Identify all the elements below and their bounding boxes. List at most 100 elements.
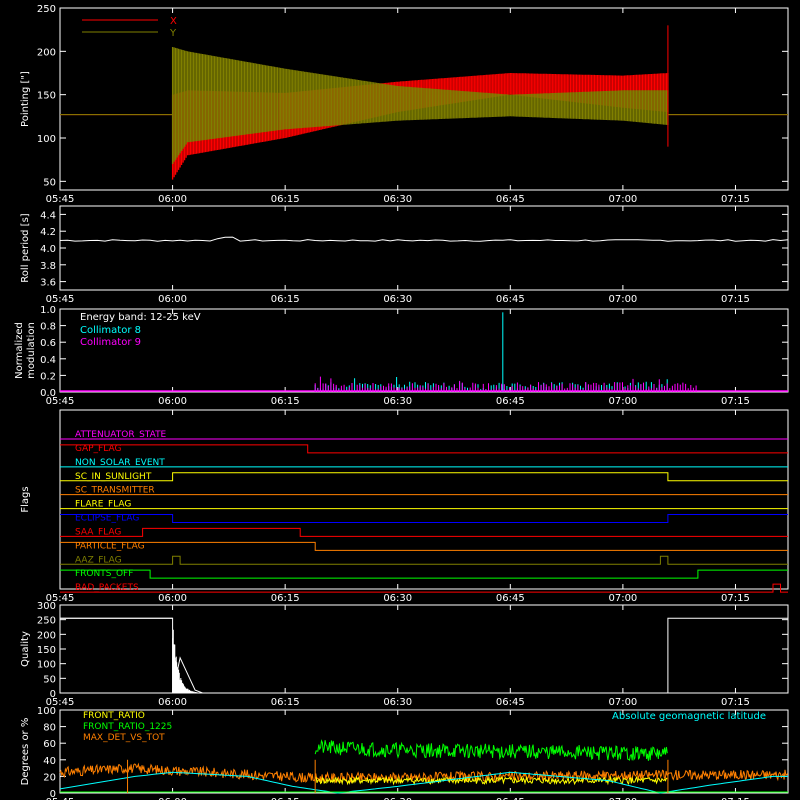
flag-line — [60, 569, 788, 579]
x-tick-label: 06:30 — [383, 194, 412, 205]
x-tick-label: 06:00 — [158, 194, 187, 205]
x-tick-label: 07:15 — [721, 797, 750, 800]
legend-label-Y: Y — [169, 28, 177, 39]
series-Collimator-9-bars — [314, 376, 697, 392]
panel-2: 05:45 06:00 06:15 06:30 06:45 07:00 07:15 3.6 3.… — [20, 205, 789, 305]
flag-sc-in-sunlight: SC_IN_SUNLIGHT — [60, 472, 788, 482]
flag-bad-packets: BAD_PACKETS — [60, 583, 788, 593]
y-tick-label: 300 — [37, 601, 56, 612]
x-tick-label: 06:30 — [383, 396, 412, 407]
x-tick-label: 05:45 — [46, 396, 75, 407]
flag-line — [60, 472, 788, 482]
x-tick-label: 05:45 — [46, 697, 75, 708]
x-tick-label: 06:00 — [158, 697, 187, 708]
series-front_ratio_1225 — [314, 739, 668, 761]
flag-line — [60, 527, 788, 537]
flag-aaz-flag: AAZ_FLAG — [60, 555, 788, 565]
y-tick-label: 0.2 — [40, 371, 56, 382]
series-front_ratio — [314, 775, 668, 786]
x-tick-label: 07:15 — [721, 396, 750, 407]
y-tick-label: 4.4 — [40, 210, 56, 221]
x-tick-label: 07:00 — [608, 797, 637, 800]
x-tick-label: 05:45 — [46, 593, 75, 604]
x-tick-label: 07:00 — [608, 194, 637, 205]
legend: FRONT_RATIOFRONT_RATIO_1225MAX_DET_VS_TO… — [83, 711, 172, 743]
y-tick-label: 250 — [37, 4, 56, 15]
panel-3: 05:45 06:00 06:15 06:30 06:45 07:00 07:15 0.0 0.… — [14, 305, 789, 407]
x-tick-label: 05:45 — [46, 797, 75, 800]
flag-gap-flag: GAP_FLAG — [60, 444, 788, 454]
plot-frame — [59, 709, 789, 794]
flag-flare-flag: FLARE_FLAG — [60, 500, 788, 510]
flag-attenuator-state: ATTENUATOR_STATE — [60, 430, 788, 440]
x-tick-label: 06:45 — [496, 593, 525, 604]
y-tick-label: 3.6 — [40, 278, 56, 289]
y-axis-label: Flags — [20, 486, 31, 512]
y-tick-label: 0 — [50, 689, 56, 700]
y-tick-label: 1.0 — [40, 305, 56, 316]
latitude-annotation: Absolute geomagnetic latitude — [612, 711, 766, 722]
flag-label: BAD_PACKETS — [75, 583, 139, 593]
y-axis-label: Normalized — [14, 322, 25, 379]
flag-label: ECLIPSE_FLAG — [75, 514, 139, 524]
x-tick-label: 06:30 — [383, 294, 412, 305]
x-tick-label: 05:45 — [46, 194, 75, 205]
flag-label: PARTICLE_FLAG — [75, 541, 145, 551]
flag-line — [60, 583, 788, 593]
y-tick-label: 100 — [37, 134, 56, 145]
y-tick-label: 100 — [37, 706, 56, 717]
x-tick-label: 06:15 — [271, 396, 300, 407]
y-tick-label: 60 — [43, 739, 56, 750]
x-tick-label: 06:00 — [158, 797, 187, 800]
flag-label: SC_IN_SUNLIGHT — [75, 472, 152, 482]
y-tick-label: 50 — [43, 674, 56, 685]
y-tick-label: 150 — [37, 645, 56, 656]
flag-label: ATTENUATOR_STATE — [75, 430, 167, 440]
flag-eclipse-flag: ECLIPSE_FLAG — [60, 514, 788, 524]
y-tick-label: 0.8 — [40, 322, 56, 333]
plot-frame — [59, 205, 789, 291]
x-tick-label: 07:00 — [608, 593, 637, 604]
y-tick-label: 100 — [37, 660, 56, 671]
y-tick-label: 40 — [43, 756, 56, 767]
y-axis-label: Pointing ["] — [20, 71, 31, 127]
x-tick-label: 07:00 — [608, 294, 637, 305]
flag-line — [60, 555, 788, 565]
x-tick-label: 07:15 — [721, 697, 750, 708]
flag-line — [60, 514, 788, 523]
x-tick-label: 06:15 — [271, 797, 300, 800]
plot-frame — [59, 308, 789, 393]
flag-label: GAP_FLAG — [75, 444, 121, 454]
y-tick-label: 150 — [37, 91, 56, 102]
flag-line — [60, 444, 788, 454]
y-tick-label: 200 — [37, 47, 56, 58]
x-tick-label: 07:15 — [721, 294, 750, 305]
flag-non-solar-event: NON_SOLAR_EVENT — [60, 458, 788, 468]
x-tick-label: 06:30 — [383, 593, 412, 604]
x-tick-label: 06:30 — [383, 797, 412, 800]
legend: XY — [82, 16, 177, 39]
flag-fronts-off: FRONTS_OFF — [60, 569, 788, 579]
y-tick-label: 3.8 — [40, 261, 56, 272]
y-tick-label: 0.6 — [40, 338, 56, 349]
quality-line — [60, 617, 788, 694]
plot-frame — [59, 409, 789, 590]
panel-6: 05:45 06:00 06:15 06:30 06:45 07:00 07:15 0 20 40… — [20, 706, 789, 800]
flag-label: NON_SOLAR_EVENT — [75, 458, 165, 468]
x-tick-label: 06:45 — [496, 294, 525, 305]
flag-sc-transmitter: SC_TRANSMITTER — [60, 486, 788, 496]
legend-label-front_ratio_1225: FRONT_RATIO_1225 — [83, 722, 172, 732]
y-axis-label: Quality — [20, 631, 31, 667]
y-tick-label: 4.0 — [40, 244, 56, 255]
legend-label-X: X — [170, 16, 177, 27]
y-tick-label: 0.0 — [40, 388, 56, 399]
x-tick-label: 07:15 — [721, 593, 750, 604]
quality-decay — [172, 629, 203, 693]
x-tick-label: 06:45 — [496, 194, 525, 205]
y-tick-label: 4.2 — [40, 227, 56, 238]
x-tick-label: 07:00 — [608, 396, 637, 407]
energy-band-annotation: Energy band: 12-25 keV — [80, 312, 201, 323]
y-tick-label: 200 — [37, 630, 56, 641]
flag-label: FRONTS_OFF — [75, 569, 133, 579]
